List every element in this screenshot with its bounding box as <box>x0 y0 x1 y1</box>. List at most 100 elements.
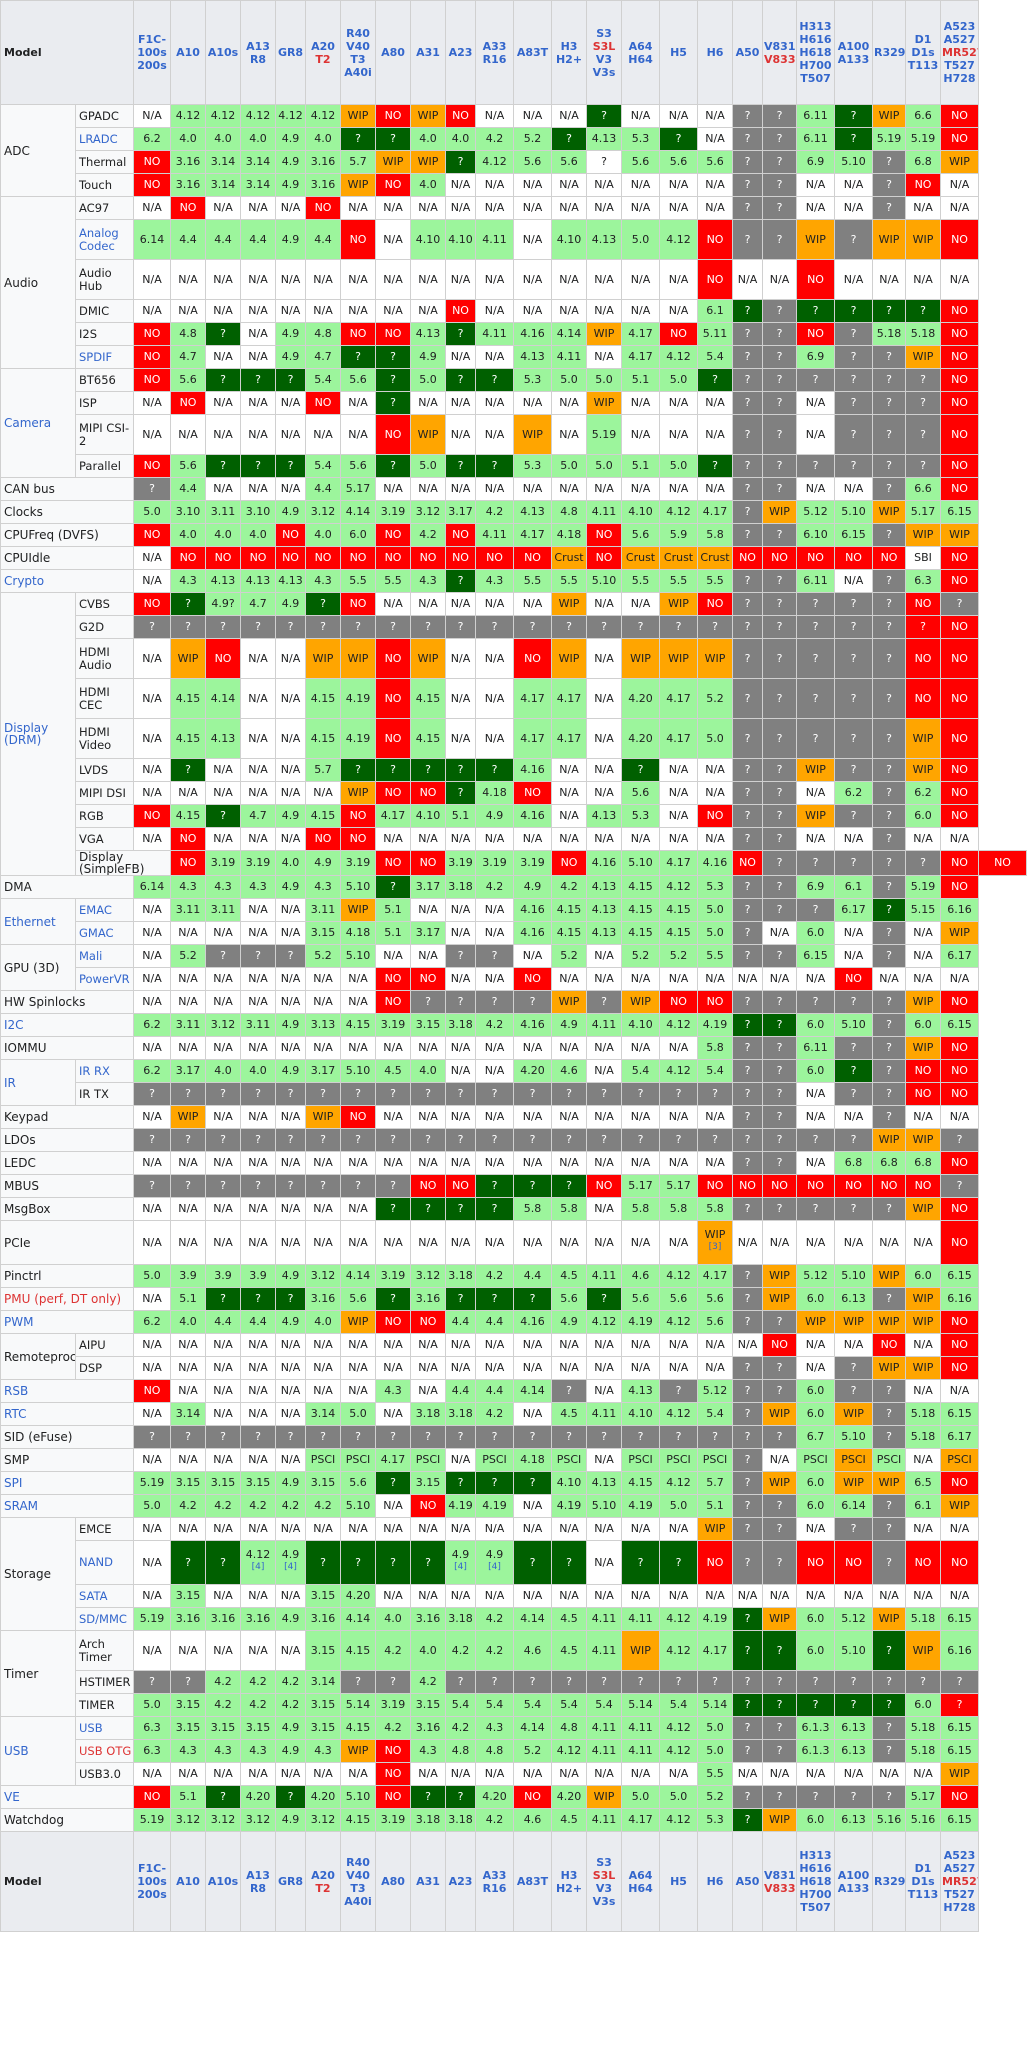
feature-subcategory[interactable]: IR RX <box>74 1059 135 1083</box>
feature-category[interactable]: RTC <box>0 1402 135 1426</box>
feature-subcategory: GPADC <box>74 104 135 128</box>
column-header[interactable]: V831 V833 <box>762 0 798 105</box>
column-header[interactable]: A10 <box>170 1831 207 1932</box>
citation-link[interactable]: [4] <box>488 1561 501 1572</box>
column-header[interactable]: H6 <box>697 0 734 105</box>
column-header[interactable]: S3 S3L V3 V3s <box>586 1831 623 1932</box>
support-cell: 4.15 <box>410 678 447 719</box>
feature-category[interactable]: VE <box>0 1785 135 1809</box>
column-header[interactable]: A523A527MR527T527H728 <box>940 0 980 105</box>
feature-category[interactable]: Display (DRM) <box>0 592 76 876</box>
column-header[interactable]: R329 <box>872 0 907 105</box>
citation-link[interactable]: [3] <box>708 1241 722 1252</box>
support-cell: 5.2 <box>305 944 342 968</box>
column-header[interactable]: A100 A133 <box>834 0 874 105</box>
feature-category[interactable]: PWM <box>0 1310 135 1334</box>
support-cell: 4.12 <box>475 150 515 174</box>
column-header[interactable]: A64 H64 <box>621 1831 661 1932</box>
feature-subcategory[interactable]: Analog Codec <box>74 219 135 260</box>
column-header[interactable]: A20 T2 <box>305 1831 342 1932</box>
column-header[interactable]: H313 H616 H618 H700 T507 <box>796 1831 836 1932</box>
feature-subcategory[interactable]: Mali <box>74 944 135 968</box>
column-header[interactable]: A100 A133 <box>834 1831 874 1932</box>
feature-category[interactable]: SRAM <box>0 1494 135 1518</box>
column-header[interactable]: A50 <box>732 0 764 105</box>
column-header[interactable]: A31 <box>410 1831 447 1932</box>
column-header[interactable]: A23 <box>445 1831 477 1932</box>
support-cell: Crust <box>551 546 588 570</box>
column-header[interactable]: R40 V40 T3 A40i <box>340 0 377 105</box>
support-cell: 4.3 <box>240 1739 277 1763</box>
column-header[interactable]: A13 R8 <box>240 1831 277 1932</box>
column-header[interactable]: A83T <box>513 0 553 105</box>
column-header[interactable]: H3 H2+ <box>551 0 588 105</box>
feature-category[interactable]: IR <box>0 1059 76 1106</box>
support-cell: N/A <box>621 1151 661 1175</box>
table-row: Analog Codec 6.14 4.4 4.4 4.4 4.9 4.4 NO N/A 4.10… <box>1 219 1027 260</box>
citation-link[interactable]: [4] <box>251 1561 265 1572</box>
feature-subcategory[interactable]: USB <box>74 1716 135 1740</box>
feature-category[interactable]: I2C <box>0 1013 135 1037</box>
column-header[interactable]: A10s <box>205 1831 242 1932</box>
column-header[interactable]: A23 <box>445 0 477 105</box>
feature-subcategory[interactable]: USB OTG <box>74 1739 135 1763</box>
support-cell: ? <box>732 1670 764 1694</box>
table-row: MIPI DSI N/A N/A N/A N/A N/A N/A WIP NO NO? 4.18 NO… <box>1 781 1027 805</box>
citation-link[interactable]: [4] <box>284 1561 297 1572</box>
column-header[interactable]: D1 D1s T113 <box>905 1831 942 1932</box>
column-header[interactable]: F1C-100s 200s <box>133 0 172 105</box>
feature-subcategory[interactable]: SD/MMC <box>74 1607 135 1631</box>
column-header[interactable]: H6 <box>697 1831 734 1932</box>
feature-subcategory[interactable]: SATA <box>74 1584 135 1608</box>
support-cell: 5.6 <box>170 454 207 478</box>
feature-category[interactable]: USB <box>0 1716 76 1786</box>
column-header[interactable]: A64 H64 <box>621 0 661 105</box>
column-header[interactable]: GR8 <box>275 0 307 105</box>
feature-category: Keypad <box>0 1105 135 1129</box>
support-cell: WIP <box>586 322 623 346</box>
feature-subcategory[interactable]: PowerVR <box>74 967 135 991</box>
column-header[interactable]: S3 S3L V3 V3s <box>586 0 623 105</box>
column-header[interactable]: A523A527MR527T527H728 <box>940 1831 980 1932</box>
column-header[interactable]: A50 <box>732 1831 764 1932</box>
column-header[interactable]: A83T <box>513 1831 553 1932</box>
column-header[interactable]: A10 <box>170 0 207 105</box>
support-cell: ? <box>796 990 836 1014</box>
feature-subcategory[interactable]: GMAC <box>74 921 135 945</box>
column-header[interactable]: A33 R16 <box>475 1831 515 1932</box>
feature-subcategory[interactable]: LRADC <box>74 127 135 151</box>
column-header[interactable]: A20 T2 <box>305 0 342 105</box>
column-header[interactable]: A10s <box>205 0 242 105</box>
column-header[interactable]: F1C-100s 200s <box>133 1831 172 1932</box>
feature-category[interactable]: Camera <box>0 368 76 478</box>
table-row: MIPI CSI-2 N/A N/A N/A N/A N/A N/A N/A NO WIP N/A N… <box>1 414 1027 455</box>
column-header[interactable]: A80 <box>375 1831 412 1932</box>
feature-category[interactable]: Ethernet <box>0 898 76 945</box>
column-header[interactable]: R329 <box>872 1831 907 1932</box>
feature-subcategory[interactable]: NAND <box>74 1540 135 1585</box>
feature-subcategory: DSP <box>74 1356 135 1380</box>
column-header[interactable]: A31 <box>410 0 447 105</box>
feature-category[interactable]: RSB <box>0 1379 135 1403</box>
column-header[interactable]: V831 V833 <box>762 1831 798 1932</box>
citation-link[interactable]: [4] <box>454 1561 467 1572</box>
support-cell: N/A <box>240 718 277 759</box>
column-header[interactable]: H5 <box>659 1831 699 1932</box>
column-header[interactable]: GR8 <box>275 1831 307 1932</box>
feature-category[interactable]: SPI <box>0 1471 135 1495</box>
column-header[interactable]: A80 <box>375 0 412 105</box>
feature-subcategory[interactable]: SPDIF <box>74 345 135 369</box>
column-header[interactable]: A33 R16 <box>475 0 515 105</box>
column-header[interactable]: H3 H2+ <box>551 1831 588 1932</box>
column-header[interactable]: H5 <box>659 0 699 105</box>
column-header[interactable]: D1 D1s T113 <box>905 0 942 105</box>
support-cell: 3.16 <box>305 1287 342 1311</box>
column-header[interactable]: A13 R8 <box>240 0 277 105</box>
feature-category[interactable]: Crypto <box>0 569 135 593</box>
feature-subcategory: CVBS <box>74 592 135 616</box>
support-cell: ? <box>475 1425 515 1449</box>
column-header[interactable]: R40 V40 T3 A40i <box>340 1831 377 1932</box>
feature-subcategory[interactable]: EMAC <box>74 898 135 922</box>
column-header[interactable]: H313 H616 H618 H700 T507 <box>796 0 836 105</box>
support-cell: NO <box>940 1471 980 1495</box>
